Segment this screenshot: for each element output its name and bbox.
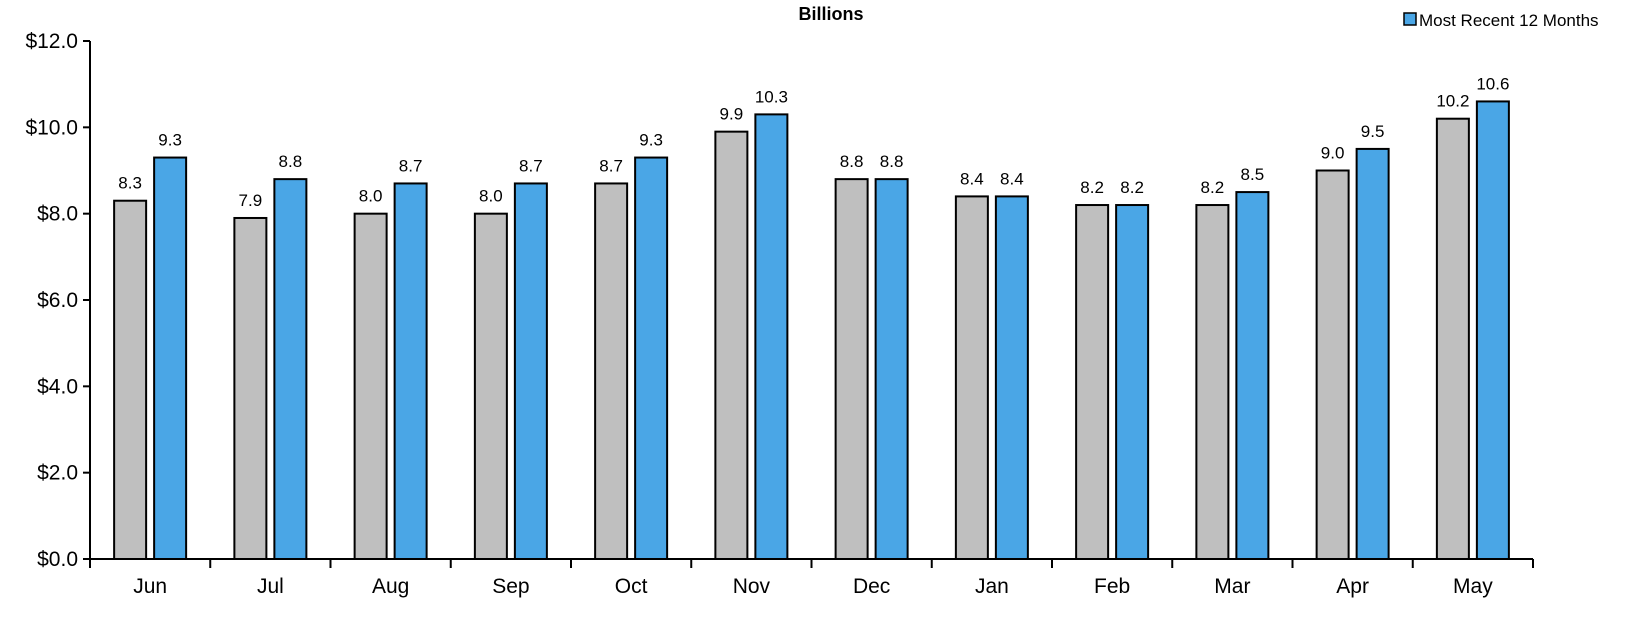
bar-prior-year-jul	[233, 216, 268, 560]
bar-most-recent-dec	[874, 178, 909, 560]
data-label-most-recent-mar: 8.5	[1241, 165, 1265, 184]
data-label-most-recent-sep: 8.7	[519, 156, 543, 175]
x-category-label-feb: Feb	[1094, 575, 1130, 598]
bar-most-recent-jul	[273, 178, 308, 560]
x-category-label-jan: Jan	[975, 575, 1009, 598]
data-label-prior-year-jul: 7.9	[239, 191, 263, 210]
data-label-most-recent-dec: 8.8	[880, 152, 904, 171]
data-label-prior-year-aug: 8.0	[359, 187, 383, 206]
data-label-most-recent-oct: 9.3	[639, 131, 663, 150]
bar-most-recent-feb	[1115, 204, 1150, 561]
data-label-prior-year-may: 10.2	[1436, 92, 1469, 111]
bar-most-recent-oct	[634, 156, 669, 561]
bar-most-recent-aug	[393, 182, 428, 560]
data-label-prior-year-dec: 8.8	[840, 152, 864, 171]
legend-swatch-most-recent-12-months	[1403, 12, 1417, 26]
data-label-prior-year-feb: 8.2	[1080, 178, 1104, 197]
data-label-most-recent-jul: 8.8	[279, 152, 303, 171]
chart-title: Billions	[798, 4, 863, 24]
y-tick-label: $8.0	[37, 203, 78, 226]
bar-prior-year-apr	[1315, 169, 1350, 560]
bar-most-recent-nov	[754, 113, 789, 560]
x-category-label-sep: Sep	[492, 575, 529, 598]
x-category-label-mar: Mar	[1214, 575, 1250, 598]
x-category-label-apr: Apr	[1336, 575, 1369, 598]
y-tick-label: $6.0	[37, 289, 78, 312]
data-label-most-recent-apr: 9.5	[1361, 122, 1385, 141]
bar-most-recent-jun	[153, 156, 188, 561]
bar-prior-year-feb	[1075, 204, 1110, 561]
data-label-most-recent-jun: 9.3	[158, 131, 182, 150]
data-label-most-recent-jan: 8.4	[1000, 169, 1024, 188]
bar-prior-year-dec	[834, 178, 869, 560]
data-label-most-recent-aug: 8.7	[399, 156, 423, 175]
x-category-label-jun: Jun	[133, 575, 167, 598]
data-label-prior-year-sep: 8.0	[479, 187, 503, 206]
x-category-label-may: May	[1453, 575, 1493, 598]
legend: Most Recent 12 Months	[1403, 11, 1599, 30]
data-label-prior-year-jan: 8.4	[960, 169, 984, 188]
bar-prior-year-nov	[714, 130, 749, 560]
bar-prior-year-aug	[353, 212, 388, 561]
legend-label-most-recent-12-months: Most Recent 12 Months	[1419, 11, 1599, 30]
x-category-label-dec: Dec	[853, 575, 890, 598]
x-category-label-oct: Oct	[615, 575, 648, 598]
bars	[113, 100, 1510, 561]
bar-prior-year-jun	[113, 199, 148, 560]
bar-prior-year-may	[1435, 117, 1470, 560]
data-label-prior-year-nov: 9.9	[720, 105, 744, 124]
data-labels: 8.3 9.3 7.9 8.8 8.0 8.7 8.0 8.7 8.7 9.3 9.9 10.3 8.8…	[118, 74, 1509, 210]
y-tick-label: $0.0	[37, 548, 78, 571]
data-label-most-recent-nov: 10.3	[755, 87, 788, 106]
bar-most-recent-sep	[513, 182, 548, 560]
bar-most-recent-may	[1475, 100, 1510, 561]
y-tick-label: $12.0	[25, 30, 78, 53]
y-tick-label: $4.0	[37, 375, 78, 398]
data-label-prior-year-mar: 8.2	[1201, 178, 1225, 197]
bar-prior-year-mar	[1195, 204, 1230, 561]
x-category-label-nov: Nov	[733, 575, 771, 598]
data-label-prior-year-jun: 8.3	[118, 174, 142, 193]
bar-most-recent-apr	[1355, 147, 1390, 561]
bar-prior-year-jan	[954, 195, 989, 560]
axes: $0.0 $2.0 $4.0 $6.0 $8.0 $10.0 $12.0 Jun Jul Aug S…	[25, 30, 1534, 598]
data-label-most-recent-feb: 8.2	[1120, 178, 1144, 197]
bar-most-recent-mar	[1235, 191, 1270, 560]
bar-prior-year-sep	[473, 212, 508, 561]
bar-most-recent-jan	[994, 195, 1029, 560]
data-label-prior-year-apr: 9.0	[1321, 144, 1345, 163]
y-tick-label: $2.0	[37, 462, 78, 485]
data-label-most-recent-may: 10.6	[1476, 74, 1509, 93]
data-label-prior-year-oct: 8.7	[599, 156, 623, 175]
y-tick-label: $10.0	[25, 116, 78, 139]
x-category-label-jul: Jul	[257, 575, 284, 598]
bar-prior-year-oct	[594, 182, 629, 560]
x-category-label-aug: Aug	[372, 575, 409, 598]
